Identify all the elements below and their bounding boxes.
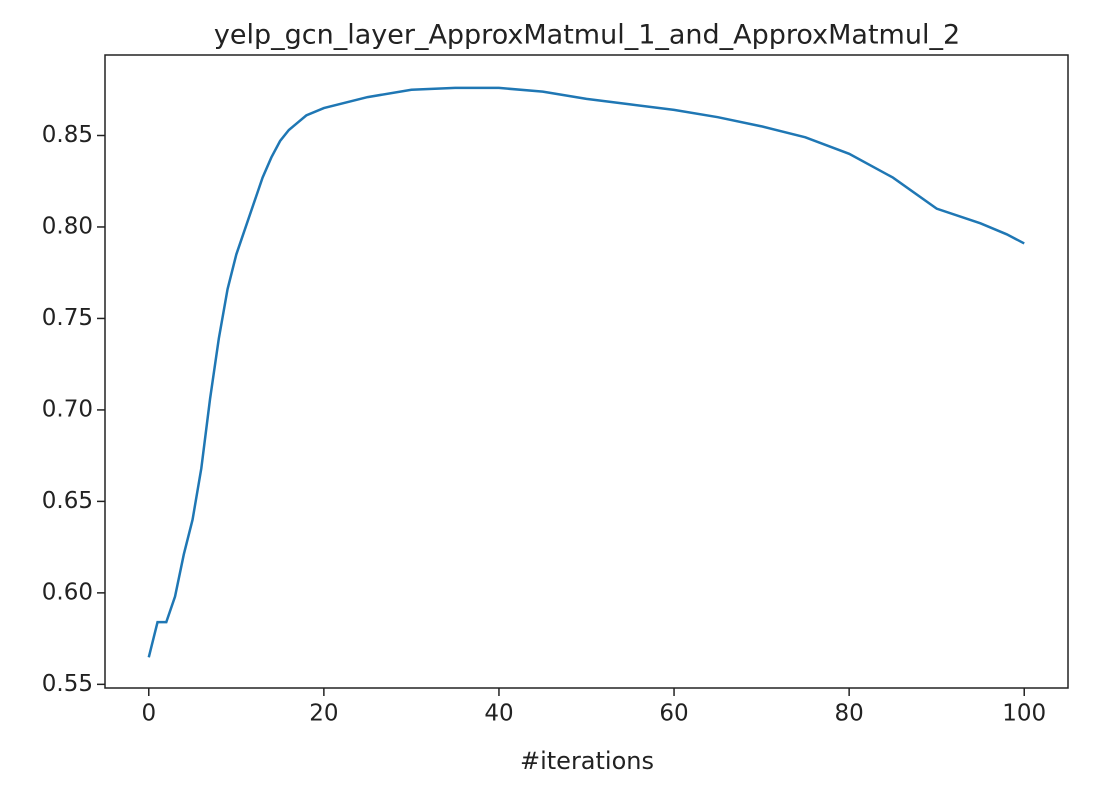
x-tick-label: 0 bbox=[141, 701, 156, 727]
y-tick-label: 0.60 bbox=[42, 579, 93, 605]
y-tick-label: 0.85 bbox=[42, 122, 93, 148]
y-tick-label: 0.70 bbox=[42, 396, 93, 422]
x-axis-label: #iterations bbox=[520, 747, 654, 775]
data-line bbox=[147, 86, 1025, 658]
y-tick-label: 0.65 bbox=[42, 488, 93, 514]
x-tick-label: 80 bbox=[834, 701, 863, 727]
plot-frame bbox=[104, 54, 1069, 689]
y-tick-label: 0.80 bbox=[42, 213, 93, 239]
y-tick-label: 0.55 bbox=[42, 671, 93, 697]
x-tick-label: 40 bbox=[484, 701, 513, 727]
x-tick-label: 100 bbox=[1002, 701, 1046, 727]
chart-title: yelp_gcn_layer_ApproxMatmul_1_and_Approx… bbox=[214, 20, 960, 51]
x-tick-label: 20 bbox=[309, 701, 338, 727]
y-tick-label: 0.75 bbox=[42, 305, 93, 331]
x-tick-label: 60 bbox=[659, 701, 688, 727]
